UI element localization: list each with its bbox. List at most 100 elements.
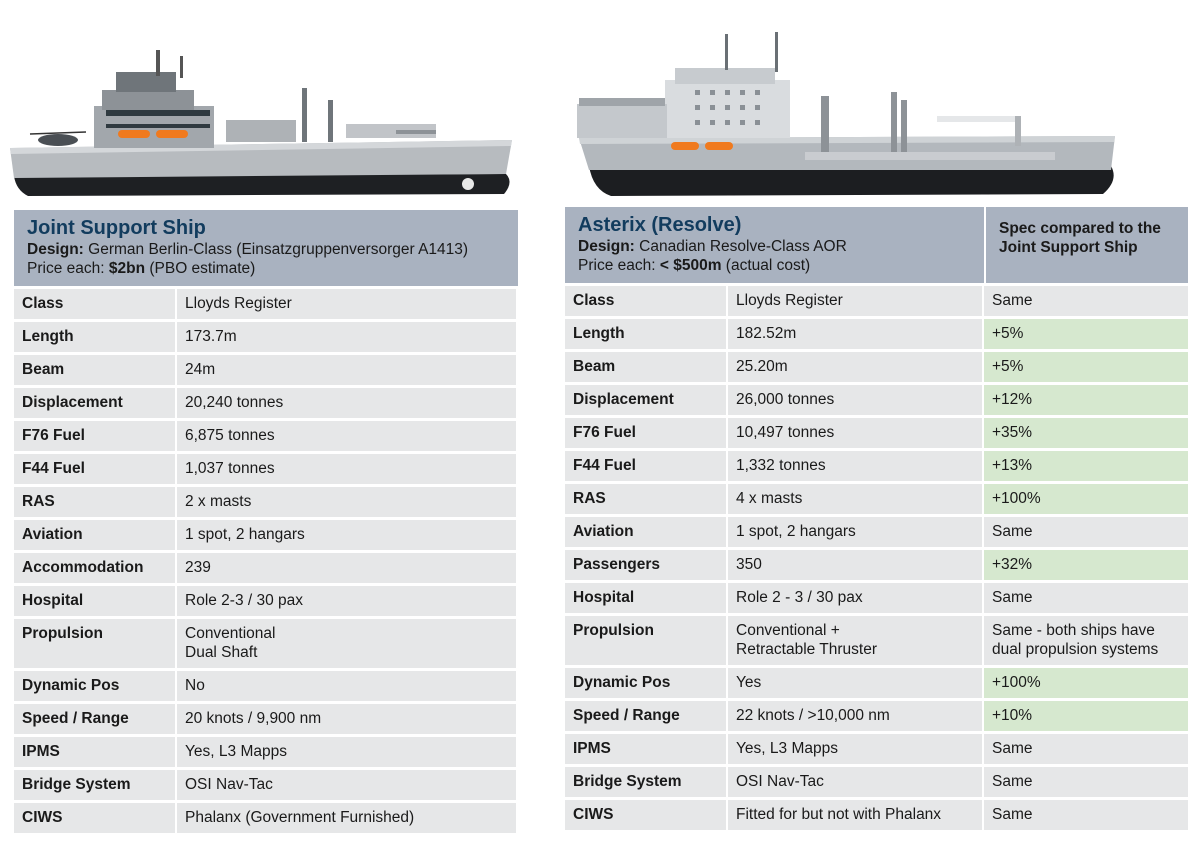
spec-label: Accommodation [14,553,177,583]
spec-value: 1,332 tonnes [728,451,984,481]
spec-comparison: Same [984,767,1188,797]
spec-value: 6,875 tonnes [177,421,518,451]
spec-label: Bridge System [14,770,177,800]
price-value: $2bn [108,260,146,277]
spec-comparison: Same [984,583,1188,613]
table-row-class: Class Lloyds Register Same [565,286,1188,316]
table-row-f44-fuel: F44 Fuel 1,332 tonnes +13% [565,451,1188,481]
table-row-f76-fuel: F76 Fuel 6,875 tonnes [14,421,518,451]
spec-value: Role 2-3 / 30 pax [177,586,518,616]
ship-title: Asterix (Resolve) [578,214,742,236]
spec-comparison: +5% [984,352,1188,382]
spec-value: 1 spot, 2 hangars [728,517,984,547]
spec-comparison: Same [984,734,1188,764]
spec-value: Role 2 - 3 / 30 pax [728,583,984,613]
spec-value: 20,240 tonnes [177,388,518,418]
spec-value: Fitted for but not with Phalanx [728,800,984,830]
spec-label: RAS [14,487,177,517]
ship-info-header: Joint Support Ship Design: German Berlin… [14,210,518,286]
table-row-hospital: Hospital Role 2 - 3 / 30 pax Same [565,583,1188,613]
spec-value: 20 knots / 9,900 nm [177,704,518,734]
table-row-displacement: Displacement 26,000 tonnes +12% [565,385,1188,415]
spec-label: Propulsion [565,616,728,665]
spec-comparison: +100% [984,668,1188,698]
spec-value: Yes, L3 Mapps [177,737,518,767]
spec-value: 26,000 tonnes [728,385,984,415]
spec-comparison: Same [984,800,1188,830]
spec-comparison: +32% [984,550,1188,580]
design-value: Canadian Resolve-Class AOR [639,238,847,255]
table-row-ras: RAS 4 x masts +100% [565,484,1188,514]
spec-value: 22 knots / >10,000 nm [728,701,984,731]
design-line: Design: Canadian Resolve-Class AOR [578,237,972,256]
spec-value: Lloyds Register [177,289,518,319]
spec-label: IPMS [565,734,728,764]
spec-value: OSI Nav-Tac [728,767,984,797]
spec-label: F44 Fuel [565,451,728,481]
design-label: Design: [27,241,84,258]
spec-label: RAS [565,484,728,514]
spec-value: OSI Nav-Tac [177,770,518,800]
spec-value: Yes, L3 Mapps [728,734,984,764]
table-row-passengers: Passengers 350 +32% [565,550,1188,580]
table-row-dynamic-pos: Dynamic Pos No [14,671,518,701]
table-row-bridge-system: Bridge System OSI Nav-Tac [14,770,518,800]
table-row-f44-fuel: F44 Fuel 1,037 tonnes [14,454,518,484]
ship-title: Joint Support Ship [27,217,206,239]
table-row-ciws: CIWS Phalanx (Government Furnished) [14,803,518,833]
price-line: Price each: $2bn (PBO estimate) [27,259,506,278]
table-row-beam: Beam 24m [14,355,518,385]
spec-value: 173.7m [177,322,518,352]
table-row-ras: RAS 2 x masts [14,487,518,517]
table-row-speed-range: Speed / Range 22 knots / >10,000 nm +10% [565,701,1188,731]
spec-value: 25.20m [728,352,984,382]
spec-value: No [177,671,518,701]
spec-value: Yes [728,668,984,698]
spec-label: Dynamic Pos [14,671,177,701]
spec-value: 239 [177,553,518,583]
table-row-displacement: Displacement 20,240 tonnes [14,388,518,418]
spec-value: 182.52m [728,319,984,349]
table-header: Asterix (Resolve) Design: Canadian Resol… [565,207,1188,283]
spec-label: Hospital [14,586,177,616]
table-row-hospital: Hospital Role 2-3 / 30 pax [14,586,518,616]
design-label: Design: [578,238,635,255]
table-row-propulsion: Propulsion Conventional + Retractable Thru… [565,616,1188,665]
spec-label: IPMS [14,737,177,767]
table-row-ipms: IPMS Yes, L3 Mapps [14,737,518,767]
table-row-aviation: Aviation 1 spot, 2 hangars [14,520,518,550]
table-row-length: Length 182.52m +5% [565,319,1188,349]
price-note: (actual cost) [725,257,811,274]
design-line: Design: German Berlin-Class (Einsatzgrup… [27,240,506,259]
compare-header: Spec compared to the Joint Support Ship [984,207,1188,283]
price-label: Price each: [27,260,105,277]
spec-comparison: Same [984,517,1188,547]
design-value: German Berlin-Class (Einsatzgruppenverso… [88,241,469,258]
price-note: (PBO estimate) [149,260,256,277]
spec-label: Speed / Range [565,701,728,731]
spec-value: 2 x masts [177,487,518,517]
table-row-ipms: IPMS Yes, L3 Mapps Same [565,734,1188,764]
spec-value: Conventional + Retractable Thruster [728,616,984,665]
spec-comparison: +10% [984,701,1188,731]
spec-label: Length [565,319,728,349]
spec-label: Displacement [14,388,177,418]
table-row-propulsion: Propulsion Conventional Dual Shaft [14,619,518,668]
spec-label: Bridge System [565,767,728,797]
spec-comparison: +35% [984,418,1188,448]
table-row-ciws: CIWS Fitted for but not with Phalanx Same [565,800,1188,830]
spec-label: Aviation [14,520,177,550]
spec-label: CIWS [14,803,177,833]
spec-comparison: +13% [984,451,1188,481]
ship-info-header: Asterix (Resolve) Design: Canadian Resol… [565,207,984,283]
spec-value: 10,497 tonnes [728,418,984,448]
spec-label: Class [565,286,728,316]
spec-label: Beam [14,355,177,385]
spec-label: F44 Fuel [14,454,177,484]
table-row-f76-fuel: F76 Fuel 10,497 tonnes +35% [565,418,1188,448]
table-row-class: Class Lloyds Register [14,289,518,319]
table-row-beam: Beam 25.20m +5% [565,352,1188,382]
spec-label: Speed / Range [14,704,177,734]
table-row-length: Length 173.7m [14,322,518,352]
spec-label: CIWS [565,800,728,830]
